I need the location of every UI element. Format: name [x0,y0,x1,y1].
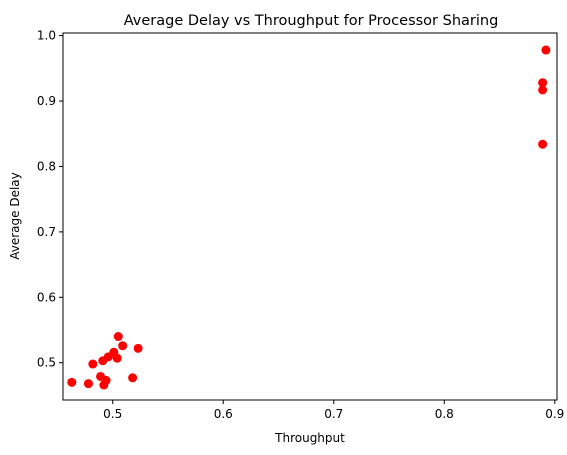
data-point [67,377,77,387]
data-point [83,379,93,389]
x-axis-ticks: 0.5 0.6 0.7 0.8 0.9 [103,400,564,421]
plot-frame [62,32,558,401]
data-point [112,353,122,363]
data-point [541,45,551,55]
y-axis-ticks: 0.5 0.6 0.7 0.8 0.9 1.0 [37,29,63,370]
data-point [101,375,111,385]
y-tick-label: 0.6 [37,290,56,304]
data-points [67,45,551,390]
data-point [538,85,548,95]
data-point [118,341,128,351]
y-tick-label: 0.8 [37,159,56,173]
chart-title: Average Delay vs Throughput for Processo… [124,13,499,29]
data-point [538,139,548,149]
x-tick-label: 0.9 [545,407,564,421]
data-point [538,78,548,88]
x-tick-label: 0.8 [435,407,454,421]
data-point [88,359,98,369]
data-point [133,343,143,353]
y-tick-label: 0.5 [37,356,56,370]
x-tick-label: 0.7 [324,407,343,421]
data-point [113,332,123,342]
data-point [128,373,138,383]
x-tick-label: 0.6 [214,407,233,421]
x-axis-label: Throughput [274,431,345,445]
x-tick-label: 0.5 [103,407,122,421]
y-tick-label: 0.9 [37,94,56,108]
y-axis-label: Average Delay [8,172,22,260]
y-tick-label: 0.7 [37,225,56,239]
y-tick-label: 1.0 [37,29,56,43]
